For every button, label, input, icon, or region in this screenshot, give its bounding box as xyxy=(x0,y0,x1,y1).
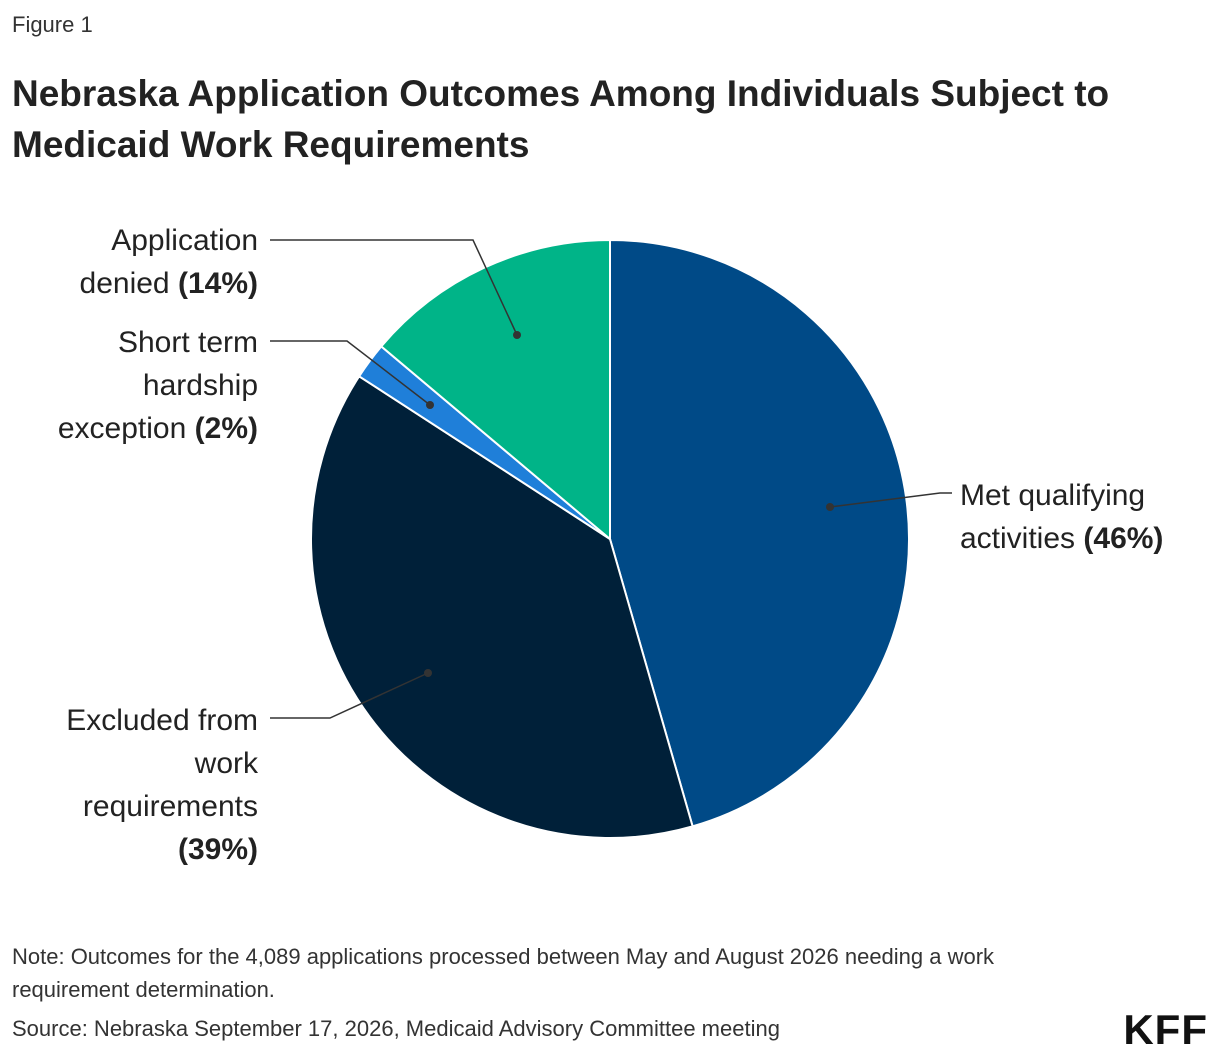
leader-line xyxy=(270,672,429,719)
leader-line xyxy=(270,239,518,336)
logo: KFF xyxy=(1123,1006,1208,1053)
value-label: (14%) xyxy=(177,267,258,300)
figure-label: Figure 1 xyxy=(12,12,93,37)
category-name: Short term hardship exception xyxy=(57,326,258,445)
note: Note: Outcomes for the 4,089 application… xyxy=(12,944,995,1002)
value-label: (2%) xyxy=(194,412,258,445)
category-name: Application denied xyxy=(79,224,258,300)
source: Source: Nebraska September 17, 2026, Med… xyxy=(12,1016,780,1041)
category-name: Excluded from work requirements xyxy=(66,704,258,823)
pie-slice xyxy=(379,238,611,542)
category-name: Met qualifying activities xyxy=(960,479,1146,555)
leader-dot xyxy=(826,503,834,511)
pie-slice xyxy=(310,374,694,839)
slice-label: Met qualifying activities (46%) xyxy=(960,474,1210,560)
leader-dot xyxy=(513,331,521,339)
value-label: (39%) xyxy=(177,833,258,866)
leader-line xyxy=(829,492,952,508)
chart xyxy=(270,238,952,839)
leader-dot xyxy=(424,669,432,677)
slice-label: Short term hardship exception (2%) xyxy=(23,321,258,450)
chart-title: Nebraska Application Outcomes Among Indi… xyxy=(12,73,1110,165)
slice-label: Application denied (14%) xyxy=(43,219,258,305)
value-label: (46%) xyxy=(1083,522,1164,555)
leader-line xyxy=(270,340,431,406)
slice-label: Excluded from work requirements (39%) xyxy=(33,699,258,871)
leader-dot xyxy=(426,401,434,409)
